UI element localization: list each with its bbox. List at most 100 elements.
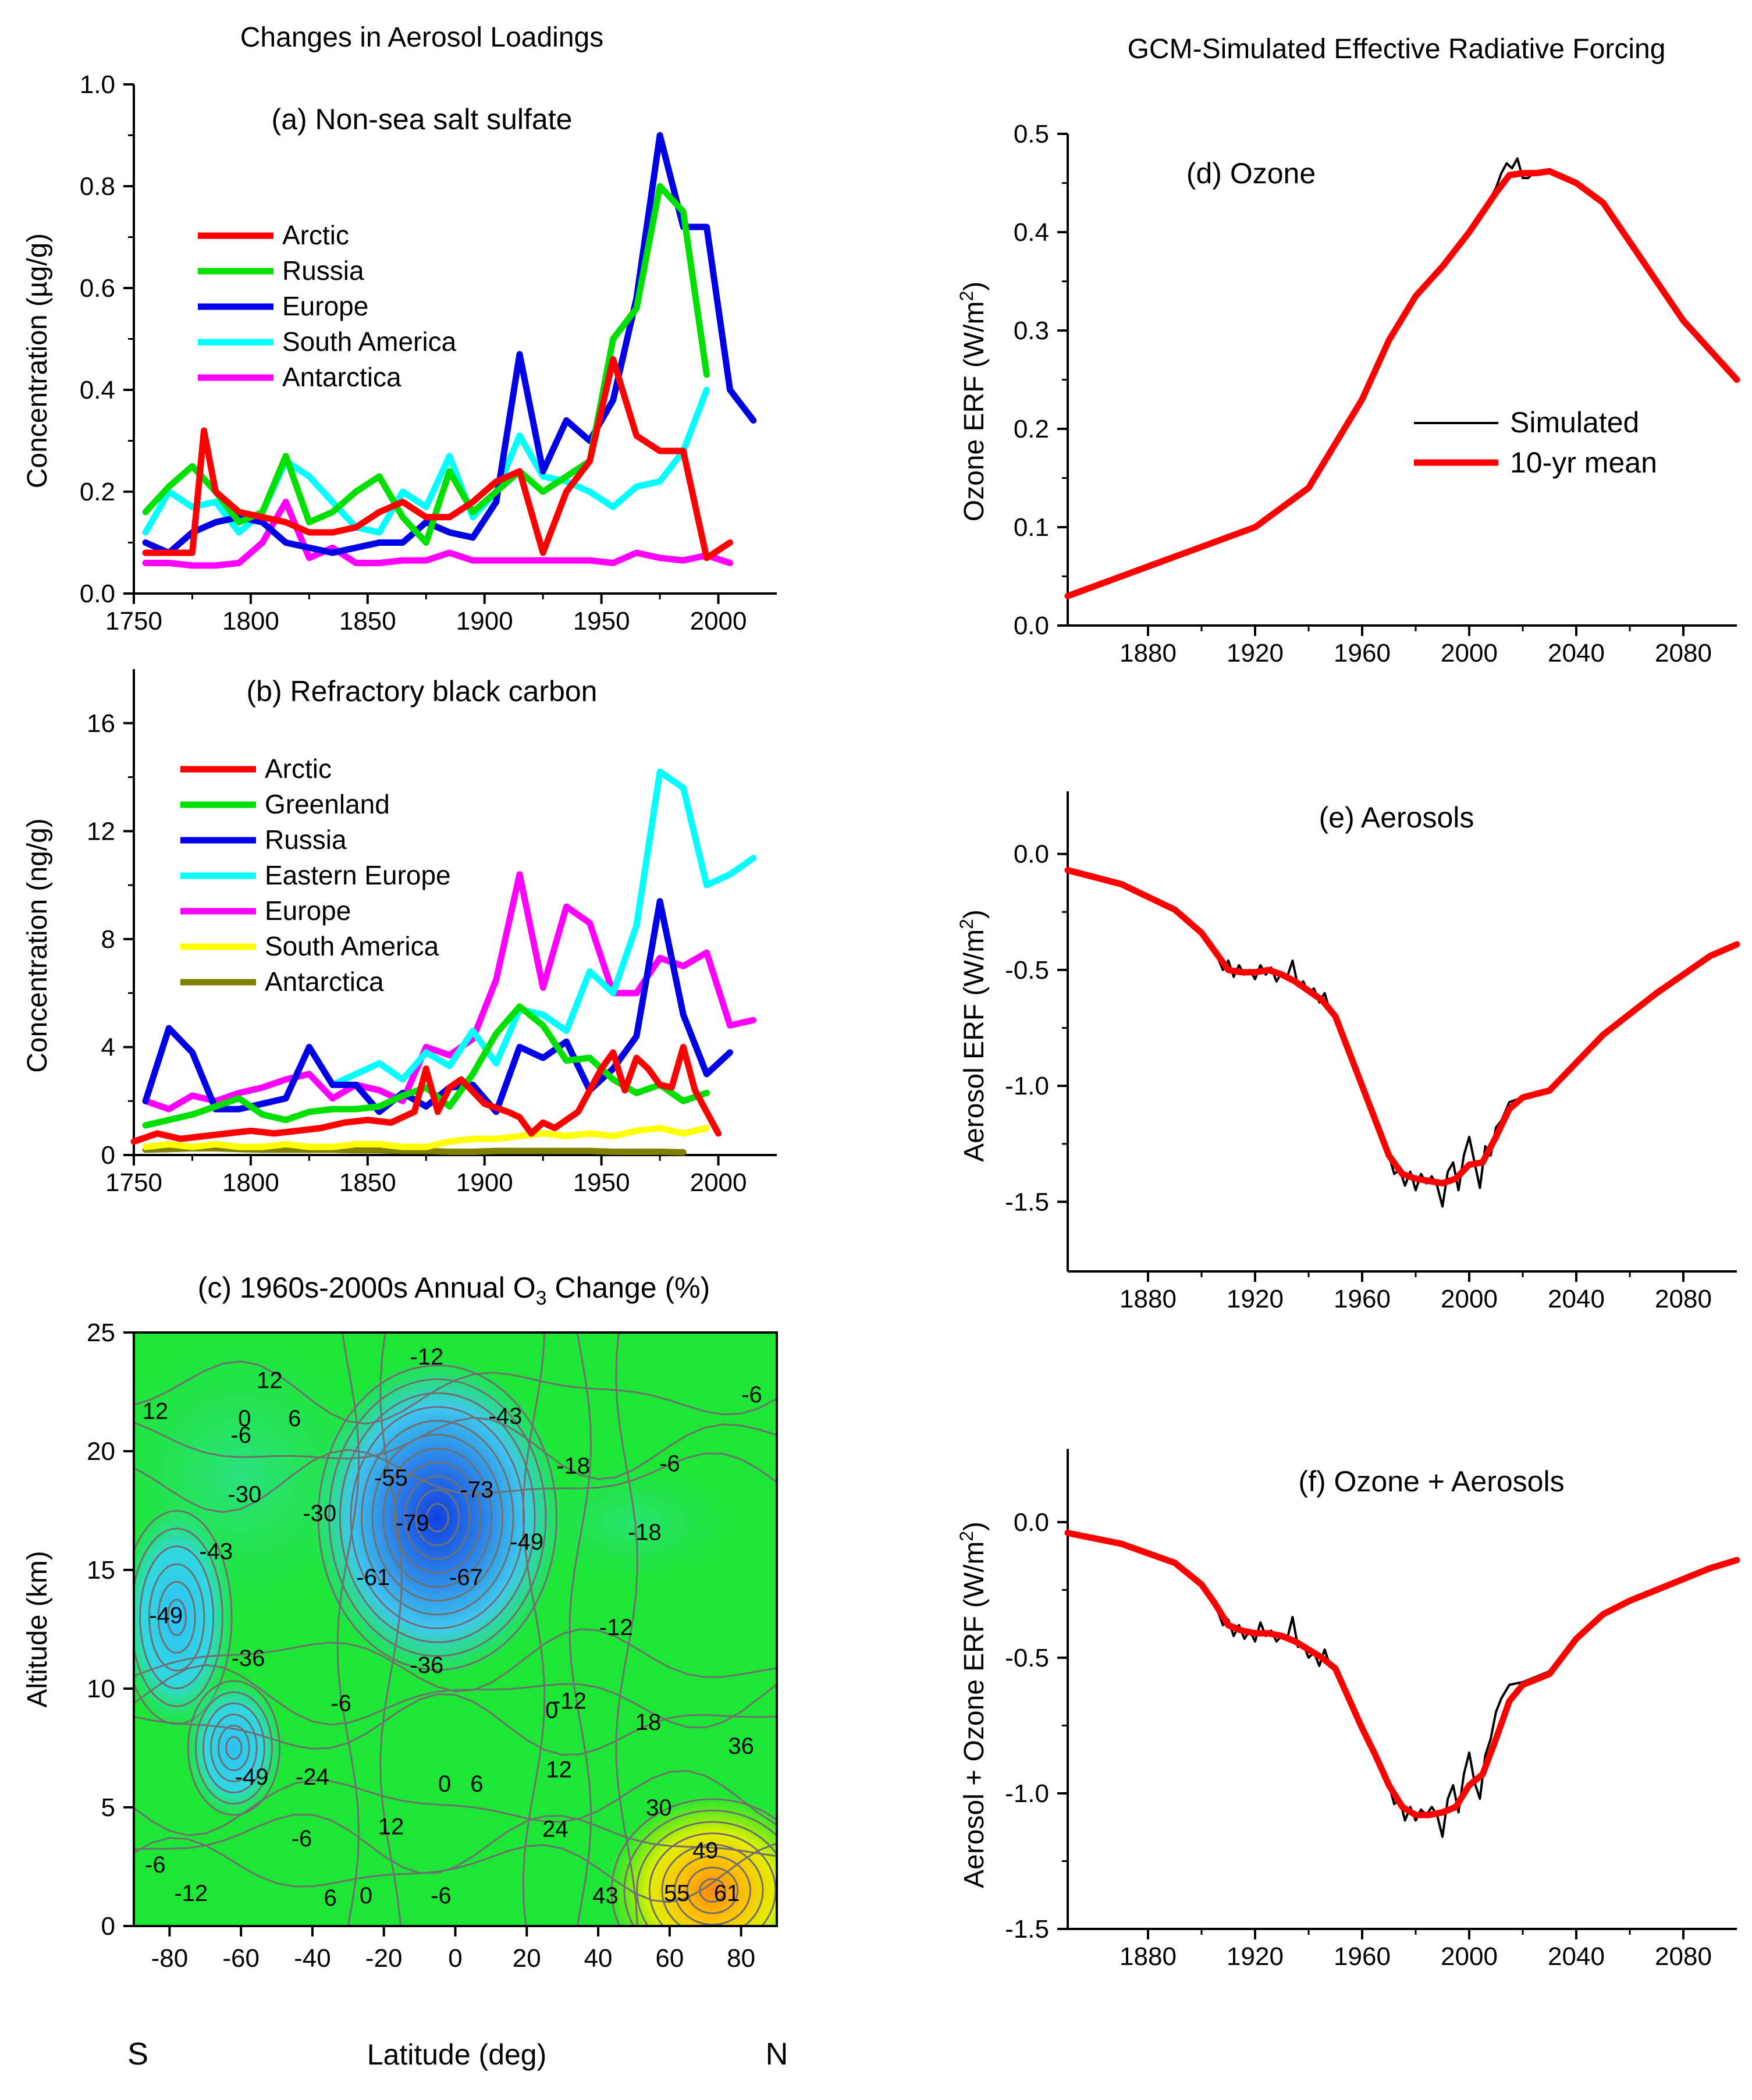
contour-label: 0	[360, 1883, 372, 1909]
y-tick-label: 5	[101, 1793, 115, 1822]
x-tick-label: 1920	[1227, 1942, 1284, 1971]
series-line-10-yr-mean	[1064, 168, 1740, 599]
contour-line	[674, 1855, 751, 1926]
contour-label: -49	[235, 1764, 269, 1790]
contour-label: -61	[356, 1565, 390, 1590]
panel-d-title: (d) Ozone	[1186, 157, 1316, 190]
x-tick-label: 2000	[1441, 1285, 1498, 1313]
contour-line	[134, 1628, 777, 1693]
x-tick-label: -60	[222, 1944, 260, 1973]
field-extremum	[312, 1357, 563, 1678]
contour-label: -6	[230, 1422, 251, 1448]
contour-line	[134, 1527, 223, 1707]
y-tick-label: -1.0	[1005, 1779, 1049, 1808]
field-extremum	[134, 1505, 235, 1730]
panel-f-ylabel-superscript: 2	[956, 1531, 977, 1541]
contour-line	[134, 1769, 777, 1836]
series-line-russia	[142, 183, 710, 546]
contour-label: 6	[324, 1885, 337, 1911]
series-line-antarctica	[142, 499, 734, 569]
y-tick-label: 16	[87, 709, 115, 738]
contour-label: 30	[646, 1795, 672, 1821]
contour-line	[686, 1867, 739, 1914]
legend-10yr-mean-label: 10-yr mean	[1510, 446, 1657, 479]
y-tick-label: 0.1	[1014, 513, 1049, 542]
legend-label-eastern-europe: Eastern Europe	[265, 860, 451, 890]
contour-line	[194, 1691, 273, 1805]
panel-d-ylabel: Ozone ERF (W/m2)	[956, 282, 990, 521]
contour-label: -36	[410, 1653, 443, 1678]
x-tick-label: 1920	[1227, 639, 1284, 667]
contour-label: -6	[659, 1451, 680, 1476]
x-tick-label: 2040	[1548, 639, 1605, 667]
contour-line	[210, 1713, 258, 1783]
contour-label: 49	[692, 1838, 719, 1863]
series-line-greenland	[142, 1003, 710, 1129]
x-tick-label: 1850	[339, 607, 396, 635]
y-tick-label: 4	[101, 1033, 115, 1061]
contour-line	[317, 1365, 558, 1671]
panel-e-ylabel-suffix: )	[959, 909, 990, 919]
y-tick-label: 0.3	[1014, 317, 1049, 345]
x-tick-label: 2000	[690, 1168, 747, 1197]
panel-a-ylabel: Concentration (µg/g)	[22, 233, 53, 489]
legend-label-europe: Europe	[282, 291, 368, 321]
contour-label: -43	[199, 1538, 233, 1564]
panel-d-ozone-erf-chart: (d) Ozone Ozone ERF (W/m2) Simulated 10-…	[956, 120, 1740, 667]
y-tick-label: 0	[101, 1912, 115, 1941]
panel-a-title: (a) Non-sea salt sulfate	[272, 103, 573, 136]
contour-line	[148, 1563, 205, 1672]
x-tick-label: 2040	[1548, 1942, 1605, 1971]
contour-label: -24	[296, 1764, 329, 1790]
left-column-header: Changes in Aerosol Loadings	[240, 22, 603, 53]
legend-label-russia: Russia	[265, 825, 347, 855]
teal-region	[527, 1463, 741, 1582]
x-tick-label: 1800	[222, 1168, 279, 1197]
legend-label-antarctica: Antarctica	[265, 967, 384, 997]
contour-line	[615, 1333, 638, 1926]
x-tick-label: 2080	[1655, 1285, 1712, 1313]
panel-c-title-subscript: 3	[536, 1287, 547, 1309]
legend-label-europe: Europe	[265, 896, 351, 926]
contour-label: -30	[228, 1481, 261, 1507]
y-tick-label: 0.0	[80, 580, 115, 608]
x-tick-label: 1750	[105, 1168, 162, 1197]
panel-c-title-suffix: Change (%)	[547, 1271, 710, 1304]
contour-label: -12	[174, 1881, 208, 1906]
contour-line	[636, 1821, 777, 1926]
x-tick-label: 2080	[1655, 1942, 1712, 1971]
contour-label: 0	[545, 1698, 558, 1724]
contour-line	[218, 1725, 250, 1771]
y-tick-label: 0.0	[1014, 612, 1049, 640]
contour-label: 12	[546, 1757, 572, 1783]
contour-label: 55	[664, 1881, 690, 1906]
contour-line	[139, 1545, 215, 1690]
x-tick-label: 1900	[456, 1168, 513, 1197]
x-tick-label: 20	[513, 1944, 541, 1973]
contour-line	[425, 1502, 449, 1533]
contour-label: 6	[470, 1771, 483, 1797]
contour-label: -12	[553, 1688, 587, 1714]
x-tick-label: 1960	[1334, 639, 1391, 667]
contour-line	[568, 1333, 592, 1926]
x-tick-label: 1880	[1120, 1285, 1177, 1313]
contour-line	[371, 1434, 503, 1602]
contour-label: -36	[232, 1646, 265, 1671]
panel-f-ylabel-suffix: )	[959, 1522, 990, 1531]
legend-simulated-label: Simulated	[1510, 406, 1639, 439]
contour-label: -12	[410, 1344, 443, 1370]
legend-label-antarctica: Antarctica	[282, 362, 401, 392]
panel-e-ylabel-superscript: 2	[956, 919, 977, 929]
x-tick-label: 1950	[573, 607, 630, 635]
y-tick-label: 0.0	[1014, 1508, 1049, 1537]
field-extremum	[186, 1677, 282, 1819]
contour-line	[134, 1664, 777, 1729]
contour-line	[225, 1736, 243, 1760]
series-line-10-yr-mean	[1064, 1530, 1740, 1818]
panel-d-ylabel-suffix: )	[959, 282, 990, 291]
x-tick-label: 1880	[1120, 1942, 1177, 1971]
south-label: S	[127, 2037, 148, 2071]
contour-line	[134, 1449, 777, 1513]
y-tick-label: 12	[87, 817, 115, 845]
contour-label: 6	[288, 1406, 301, 1431]
